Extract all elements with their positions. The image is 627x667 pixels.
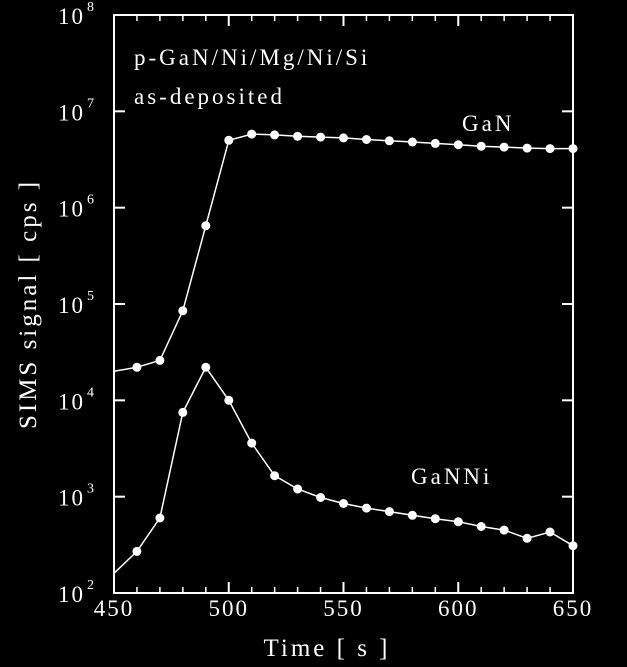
- y-tick-label: 10 2: [58, 578, 94, 607]
- annotation-sample: p-GaN/Ni/Mg/Ni/Si: [134, 45, 370, 70]
- series-label-gan: GaN: [462, 111, 514, 136]
- data-point-ganni: [270, 471, 280, 481]
- y-tick-label: 10 5: [58, 289, 94, 318]
- y-tick-label: 10 6: [58, 193, 94, 222]
- data-point-gan: [362, 135, 371, 144]
- data-point-gan: [339, 133, 348, 143]
- data-point-ganni: [407, 510, 417, 520]
- data-point-gan: [247, 129, 257, 139]
- data-point-ganni: [201, 362, 211, 372]
- data-point-ganni: [362, 503, 371, 513]
- plot-marks: [113, 129, 578, 574]
- data-point-ganni: [453, 517, 463, 527]
- x-tick-label: 650: [553, 596, 594, 621]
- data-point-gan: [155, 355, 165, 365]
- x-tick-label: 550: [323, 596, 364, 621]
- x-tick-label: 450: [94, 596, 135, 621]
- data-point-ganni: [155, 513, 165, 523]
- data-point-gan: [384, 136, 394, 146]
- data-point-ganni: [247, 438, 257, 448]
- data-point-ganni: [178, 407, 188, 417]
- data-point-gan: [545, 144, 555, 154]
- data-point-gan: [178, 306, 188, 316]
- x-tick-label: 500: [209, 596, 250, 621]
- x-axis-title: Time [ s ]: [263, 635, 390, 662]
- data-point-gan: [224, 135, 234, 145]
- data-point-gan: [270, 130, 280, 140]
- annotation-condition: as-deposited: [134, 84, 285, 109]
- data-point-gan: [430, 138, 440, 148]
- y-tick-label: 10 8: [58, 0, 94, 29]
- series-label-ganni: GaNNi: [411, 464, 492, 489]
- data-point-ganni: [339, 499, 348, 508]
- data-point-ganni: [499, 525, 509, 535]
- y-axis-title: SIMS signal [ cps ]: [15, 179, 42, 429]
- y-tick-label: 10 4: [58, 385, 94, 414]
- data-point-ganni: [430, 514, 440, 524]
- data-point-gan: [293, 131, 303, 141]
- y-tick-label: 10 3: [58, 482, 94, 511]
- data-point-ganni: [545, 527, 555, 537]
- data-point-gan: [316, 132, 326, 142]
- data-point-ganni: [132, 546, 142, 556]
- data-point-gan: [522, 143, 532, 153]
- y-tick-label: 10 7: [58, 96, 94, 125]
- data-point-gan: [453, 140, 463, 150]
- data-point-ganni: [384, 507, 394, 517]
- data-point-ganni: [293, 484, 303, 494]
- data-point-gan: [132, 362, 142, 372]
- data-point-ganni: [476, 522, 486, 531]
- data-point-gan: [476, 141, 486, 151]
- data-point-gan: [201, 221, 211, 231]
- data-point-gan: [407, 137, 417, 147]
- data-point-gan: [499, 142, 509, 152]
- data-point-ganni: [316, 493, 326, 502]
- data-point-ganni: [522, 533, 532, 543]
- x-tick-label: 600: [438, 596, 479, 621]
- data-point-ganni: [224, 395, 234, 405]
